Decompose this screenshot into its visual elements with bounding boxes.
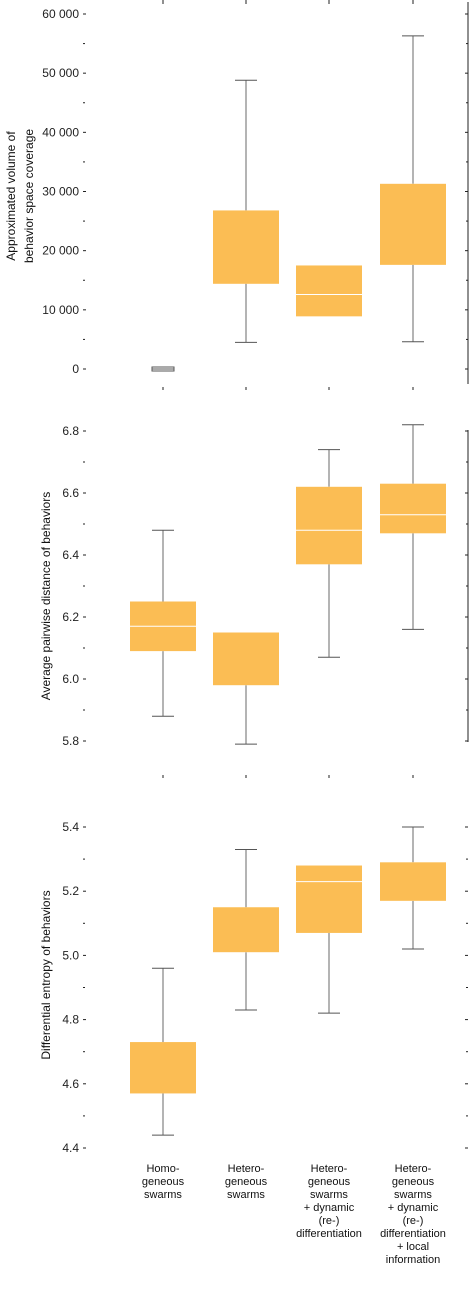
- category-label: Hetero-: [228, 1163, 265, 1175]
- y-tick-label: 60 000: [42, 7, 79, 21]
- category-label: (re-): [319, 1215, 340, 1227]
- category-label: differentiation: [380, 1228, 446, 1240]
- category-label: geneous: [308, 1176, 351, 1188]
- y-tick-label: 6.4: [62, 548, 79, 562]
- category-label: geneous: [142, 1176, 185, 1188]
- category-label: geneous: [225, 1176, 268, 1188]
- y-tick-label: 40 000: [42, 125, 79, 139]
- category-label: information: [386, 1254, 440, 1266]
- box: [380, 183, 446, 265]
- y-tick-label: 50 000: [42, 66, 79, 80]
- box: [130, 1042, 196, 1094]
- y-tick-label: 6.8: [62, 424, 79, 438]
- category-label: swarms: [310, 1189, 348, 1201]
- y-axis-label: Average pairwise distance of behaviors: [39, 492, 53, 701]
- y-tick-label: 6.0: [62, 672, 79, 686]
- category-label: swarms: [394, 1189, 432, 1201]
- y-axis-label: Differential entropy of behaviors: [39, 890, 53, 1059]
- y-tick-label: 0: [72, 362, 79, 376]
- box-degenerate: [151, 366, 175, 372]
- category-label: (re-): [403, 1215, 424, 1227]
- box: [213, 210, 279, 284]
- category-label: Homo-: [146, 1163, 179, 1175]
- box: [296, 486, 362, 565]
- y-tick-label: 5.0: [62, 948, 79, 962]
- box: [296, 265, 362, 317]
- y-tick-label: 5.8: [62, 734, 79, 748]
- y-tick-label: 6.2: [62, 610, 79, 624]
- box: [296, 865, 362, 933]
- y-axis-label: behavior space coverage: [22, 129, 36, 263]
- y-tick-label: 4.6: [62, 1077, 79, 1091]
- y-axis-label: Approximated volume of: [4, 131, 18, 261]
- category-label: geneous: [392, 1176, 435, 1188]
- category-label: swarms: [144, 1189, 182, 1201]
- box: [380, 483, 446, 534]
- y-tick-label: 10 000: [42, 303, 79, 317]
- category-label: differentiation: [296, 1228, 362, 1240]
- category-label: Hetero-: [311, 1163, 348, 1175]
- category-label: + local: [397, 1241, 429, 1253]
- category-label: + dynamic: [304, 1202, 355, 1214]
- y-tick-label: 4.4: [62, 1141, 79, 1155]
- y-tick-label: 5.4: [62, 820, 79, 834]
- y-tick-label: 20 000: [42, 244, 79, 258]
- y-tick-label: 6.6: [62, 486, 79, 500]
- y-tick-label: 30 000: [42, 185, 79, 199]
- y-tick-label: 5.2: [62, 884, 79, 898]
- box: [380, 862, 446, 901]
- box: [213, 907, 279, 953]
- category-label: + dynamic: [388, 1202, 439, 1214]
- category-label: Hetero-: [395, 1163, 432, 1175]
- box: [213, 632, 279, 686]
- category-label: swarms: [227, 1189, 265, 1201]
- y-tick-label: 4.8: [62, 1013, 79, 1027]
